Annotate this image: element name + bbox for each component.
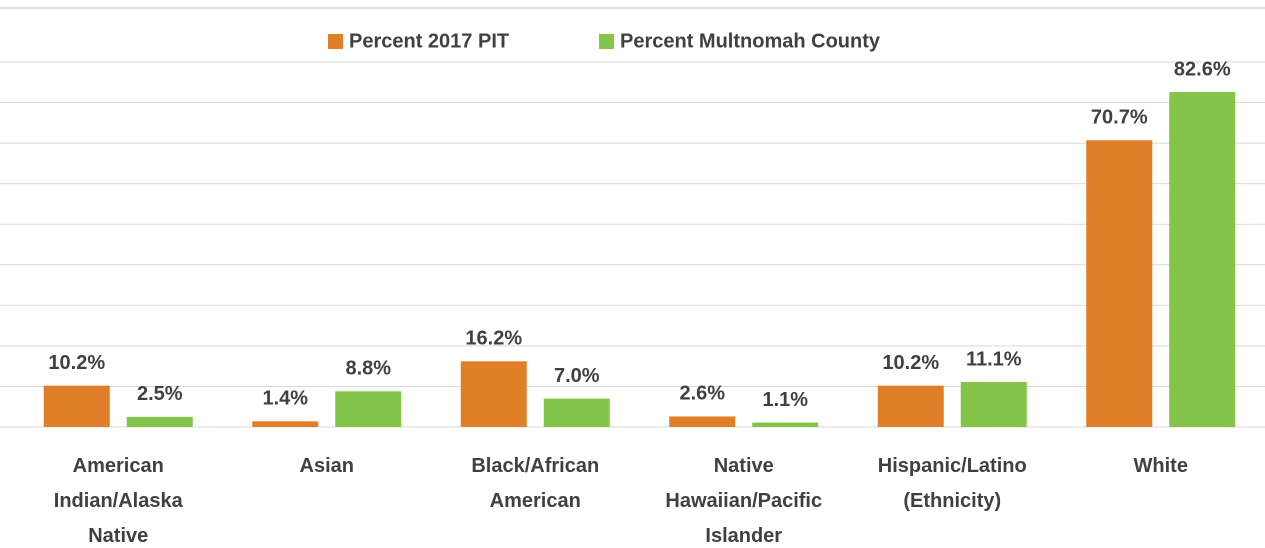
x-tick-label: Black/African American (471, 455, 600, 512)
bar (1169, 92, 1236, 427)
bar (460, 361, 527, 427)
value-label: 11.1% (966, 348, 1022, 370)
value-label: 70.7% (1091, 107, 1148, 129)
bar (43, 385, 110, 427)
x-tick-label: Asian (299, 455, 354, 477)
value-label: 10.2% (48, 352, 105, 374)
legend-swatch (599, 34, 614, 49)
x-tick-label: Native Hawaiian/Pacific Islander (665, 455, 823, 547)
value-label: 2.5% (137, 383, 183, 405)
value-label: 8.8% (345, 358, 391, 380)
value-label: 82.6% (1174, 58, 1231, 80)
bar (877, 385, 944, 427)
bar (752, 422, 819, 427)
bar (126, 416, 193, 427)
x-tick-label: American Indian/Alaska Native (53, 455, 183, 547)
legend-label: Percent Multnomah County (620, 30, 881, 52)
value-label: 1.1% (762, 389, 808, 411)
legend-swatch (328, 34, 343, 49)
value-label: 2.6% (679, 383, 725, 405)
value-label: 16.2% (465, 328, 522, 350)
x-tick-label: White (1133, 455, 1188, 477)
bar (335, 391, 402, 427)
value-label: 1.4% (262, 388, 308, 410)
bar (543, 398, 610, 427)
bar (252, 421, 319, 427)
x-tick-label: Hispanic/Latino (Ethnicity) (877, 455, 1027, 512)
value-label: 7.0% (554, 365, 600, 387)
legend-label: Percent 2017 PIT (349, 30, 509, 52)
bar (669, 416, 736, 427)
bar (1086, 140, 1153, 427)
value-label: 10.2% (882, 352, 939, 374)
bar (960, 381, 1027, 427)
